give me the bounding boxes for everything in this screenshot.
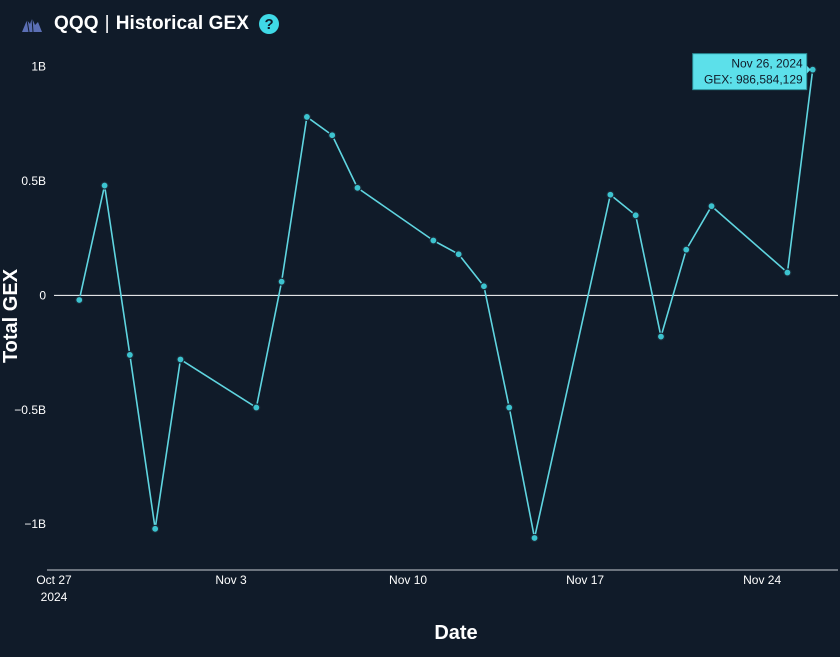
help-icon[interactable]: ? — [259, 14, 280, 34]
x-axis-title: Date — [434, 622, 477, 644]
gex-series-line — [78, 69, 814, 539]
x-tick-label: Nov 3 — [215, 573, 247, 587]
data-point-marker[interactable] — [151, 524, 160, 533]
x-tick-label: Oct 27 — [36, 573, 72, 587]
x-axis-ticks: Oct 27 2024 Nov 3 Nov 10 Nov 17 Nov 24 — [36, 573, 781, 604]
y-tick-label: 0 — [39, 288, 46, 302]
title-separator: | — [104, 13, 110, 34]
y-tick-label: 0.5B — [21, 174, 46, 188]
data-point-marker[interactable] — [783, 268, 792, 277]
tooltip-date: Nov 26, 2024 — [731, 57, 803, 71]
y-tick-label: −0.5B — [14, 403, 46, 417]
data-point-marker[interactable] — [454, 250, 463, 259]
x-tick-label: Nov 17 — [566, 573, 604, 587]
y-axis-title: Total GEX — [0, 268, 22, 363]
logo-icon — [22, 17, 42, 33]
tooltip-value: GEX: 986,584,129 — [704, 73, 803, 87]
ticker-label: QQQ — [54, 13, 99, 34]
data-point-marker[interactable] — [631, 211, 640, 220]
page-title: QQQ | Historical GEX — [54, 13, 249, 35]
data-point-marker[interactable] — [176, 355, 185, 364]
data-point-marker[interactable] — [328, 131, 337, 140]
tooltip-pointer — [806, 65, 811, 74]
data-point-marker[interactable] — [530, 533, 539, 543]
data-point-marker[interactable] — [682, 245, 691, 254]
y-axis-ticks: 1B 0.5B 0 −0.5B −1B — [14, 60, 46, 532]
data-point-marker[interactable] — [353, 183, 362, 192]
data-point-marker[interactable] — [479, 282, 489, 291]
data-point-marker[interactable] — [75, 295, 84, 305]
y-tick-label: −1B — [24, 517, 46, 531]
data-point-marker[interactable] — [252, 403, 261, 412]
x-tick-label: Nov 24 — [743, 573, 781, 587]
data-point-marker[interactable] — [606, 190, 615, 199]
data-point-marker[interactable] — [302, 112, 312, 122]
data-point-marker[interactable] — [125, 350, 134, 360]
x-tick-sublabel: 2024 — [41, 590, 68, 604]
gex-markers — [75, 65, 817, 543]
y-tick-label: 1B — [31, 60, 46, 74]
x-tick-label: Nov 10 — [389, 573, 427, 587]
chart-title: Historical GEX — [115, 13, 250, 34]
data-point-marker[interactable] — [505, 403, 514, 412]
data-point-marker[interactable] — [429, 236, 438, 245]
data-point-marker[interactable] — [707, 202, 716, 211]
gex-series — [78, 69, 814, 539]
data-point-marker[interactable] — [277, 277, 286, 286]
hover-tooltip: Nov 26, 2024 GEX: 986,584,129 — [692, 53, 811, 91]
chart-header: QQQ | Historical GEX ? — [20, 10, 280, 38]
data-point-marker[interactable] — [656, 332, 666, 341]
data-point-marker[interactable] — [100, 181, 109, 190]
